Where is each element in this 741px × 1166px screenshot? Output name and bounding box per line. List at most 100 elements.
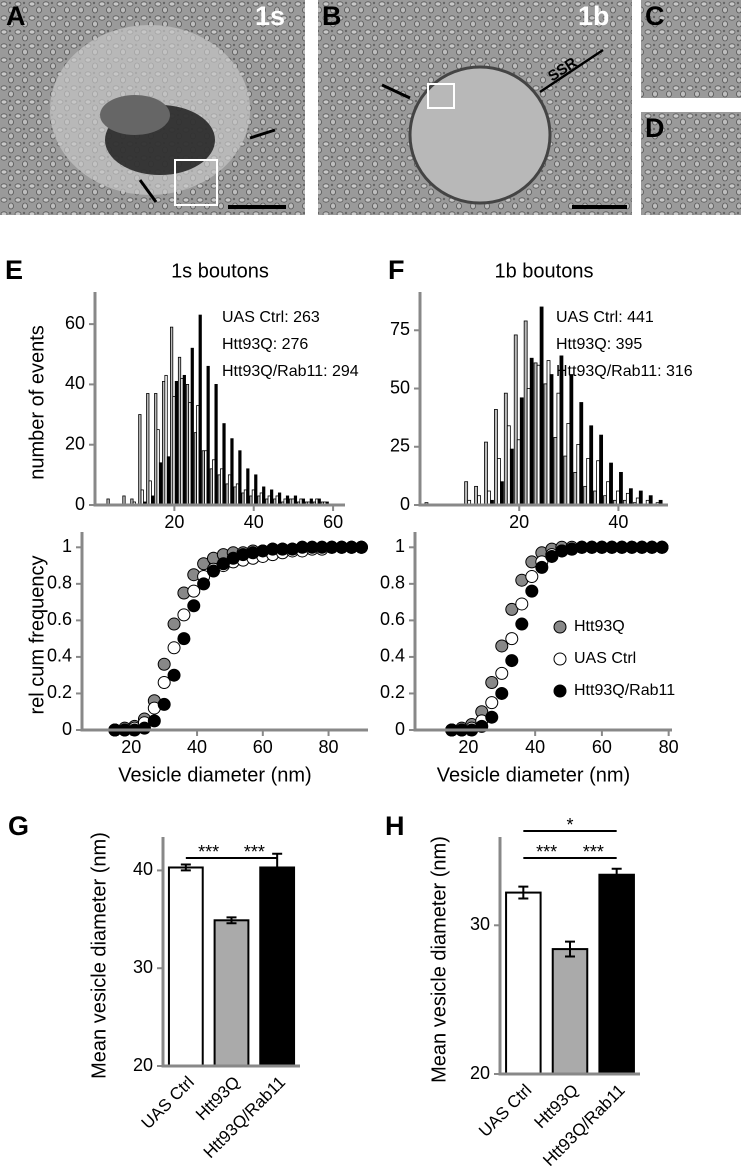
bar xyxy=(543,383,548,506)
bar xyxy=(509,448,514,506)
y-tick-label: 25 xyxy=(390,436,410,456)
annotation: Htt93Q: 276 xyxy=(222,336,308,353)
y-tick-label: 0.4 xyxy=(380,646,405,666)
x-tick-label: 80 xyxy=(659,737,679,757)
bar xyxy=(230,438,234,506)
y-tick-label: 1 xyxy=(395,536,405,556)
bar xyxy=(598,873,635,1075)
point xyxy=(525,570,539,584)
x-tick-label: 40 xyxy=(608,512,628,532)
point xyxy=(167,617,181,631)
point xyxy=(485,710,499,724)
y-tick-label: 0 xyxy=(400,494,410,514)
y-tick-label: 40 xyxy=(65,373,85,393)
x-tick-label: 40 xyxy=(244,512,264,532)
image-d xyxy=(641,112,741,215)
y-axis-label: rel cum frequency xyxy=(26,556,48,715)
x-tick-label: UAS Ctrl xyxy=(138,1073,198,1133)
y-axis-label: Mean vesicle diameter (nm) xyxy=(428,836,450,1083)
bar xyxy=(625,492,630,506)
point xyxy=(187,599,201,613)
bar xyxy=(503,392,508,506)
point xyxy=(495,639,509,653)
point xyxy=(177,632,191,646)
bar xyxy=(213,919,250,1067)
point xyxy=(354,540,368,554)
bar xyxy=(519,397,524,506)
point xyxy=(206,564,220,578)
panel-label: D xyxy=(645,113,665,143)
point xyxy=(157,676,171,689)
bar xyxy=(526,388,531,506)
bar xyxy=(576,444,581,506)
panel-label: C xyxy=(645,1,665,31)
x-tick-label: 60 xyxy=(253,737,273,757)
bar xyxy=(619,471,623,506)
x-tick-label: 40 xyxy=(525,737,545,757)
bar xyxy=(599,434,604,506)
panel-label: F xyxy=(388,255,405,285)
bar xyxy=(553,437,558,506)
panel-label: H xyxy=(385,811,405,841)
x-tick-label: 80 xyxy=(319,737,339,757)
bar xyxy=(539,306,544,506)
y-tick-label: 0.4 xyxy=(47,646,72,666)
image-c xyxy=(641,0,741,98)
y-tick-label: 0 xyxy=(395,719,405,739)
y-tick-label: 75 xyxy=(390,319,410,339)
axis xyxy=(418,292,668,507)
bar xyxy=(182,374,186,506)
y-tick-label: 0.2 xyxy=(47,682,72,702)
error-bar xyxy=(180,863,191,872)
bar xyxy=(497,458,501,506)
axis xyxy=(498,837,640,1076)
legend-label: UAS Ctrl xyxy=(574,650,636,667)
bar xyxy=(505,891,542,1075)
bar xyxy=(579,402,584,506)
point xyxy=(157,657,171,671)
y-tick-label: 30 xyxy=(133,957,153,977)
y-tick-label: 50 xyxy=(390,377,410,397)
bar xyxy=(546,360,551,506)
significance-label: *** xyxy=(583,842,604,862)
bar xyxy=(589,425,594,506)
y-tick-label: 0.6 xyxy=(47,609,72,629)
point xyxy=(216,557,230,571)
axis xyxy=(80,532,368,732)
x-tick-label: 60 xyxy=(592,737,612,757)
panel-label: B xyxy=(322,1,342,31)
bar xyxy=(638,490,643,506)
point xyxy=(187,584,201,598)
x-tick-label: 20 xyxy=(458,737,478,757)
bar xyxy=(563,455,568,506)
bar xyxy=(609,462,613,506)
error-bar xyxy=(565,940,575,958)
bar xyxy=(198,314,202,506)
point xyxy=(157,697,171,711)
point xyxy=(535,560,549,574)
point xyxy=(167,668,181,682)
panel-label: G xyxy=(8,811,29,841)
bar xyxy=(586,458,591,506)
bar xyxy=(238,450,242,506)
bar xyxy=(596,460,601,506)
axis xyxy=(161,837,300,1068)
bar xyxy=(270,489,274,506)
x-tick-label: 20 xyxy=(121,737,141,757)
chart-title: 1b boutons xyxy=(495,260,594,282)
error-bar xyxy=(272,852,283,883)
bar xyxy=(484,441,488,506)
legend-label: Htt93Q xyxy=(574,618,625,635)
y-tick-label: 40 xyxy=(133,859,153,879)
bar xyxy=(506,425,511,506)
point xyxy=(525,584,539,598)
point xyxy=(655,540,669,554)
y-tick-label: 0.6 xyxy=(380,609,405,629)
legend-label: Htt93Q/Rab11 xyxy=(574,682,675,699)
bar xyxy=(593,490,598,506)
bar xyxy=(549,374,554,506)
point xyxy=(515,617,529,631)
y-tick-label: 0.8 xyxy=(47,573,72,593)
point xyxy=(505,602,519,616)
